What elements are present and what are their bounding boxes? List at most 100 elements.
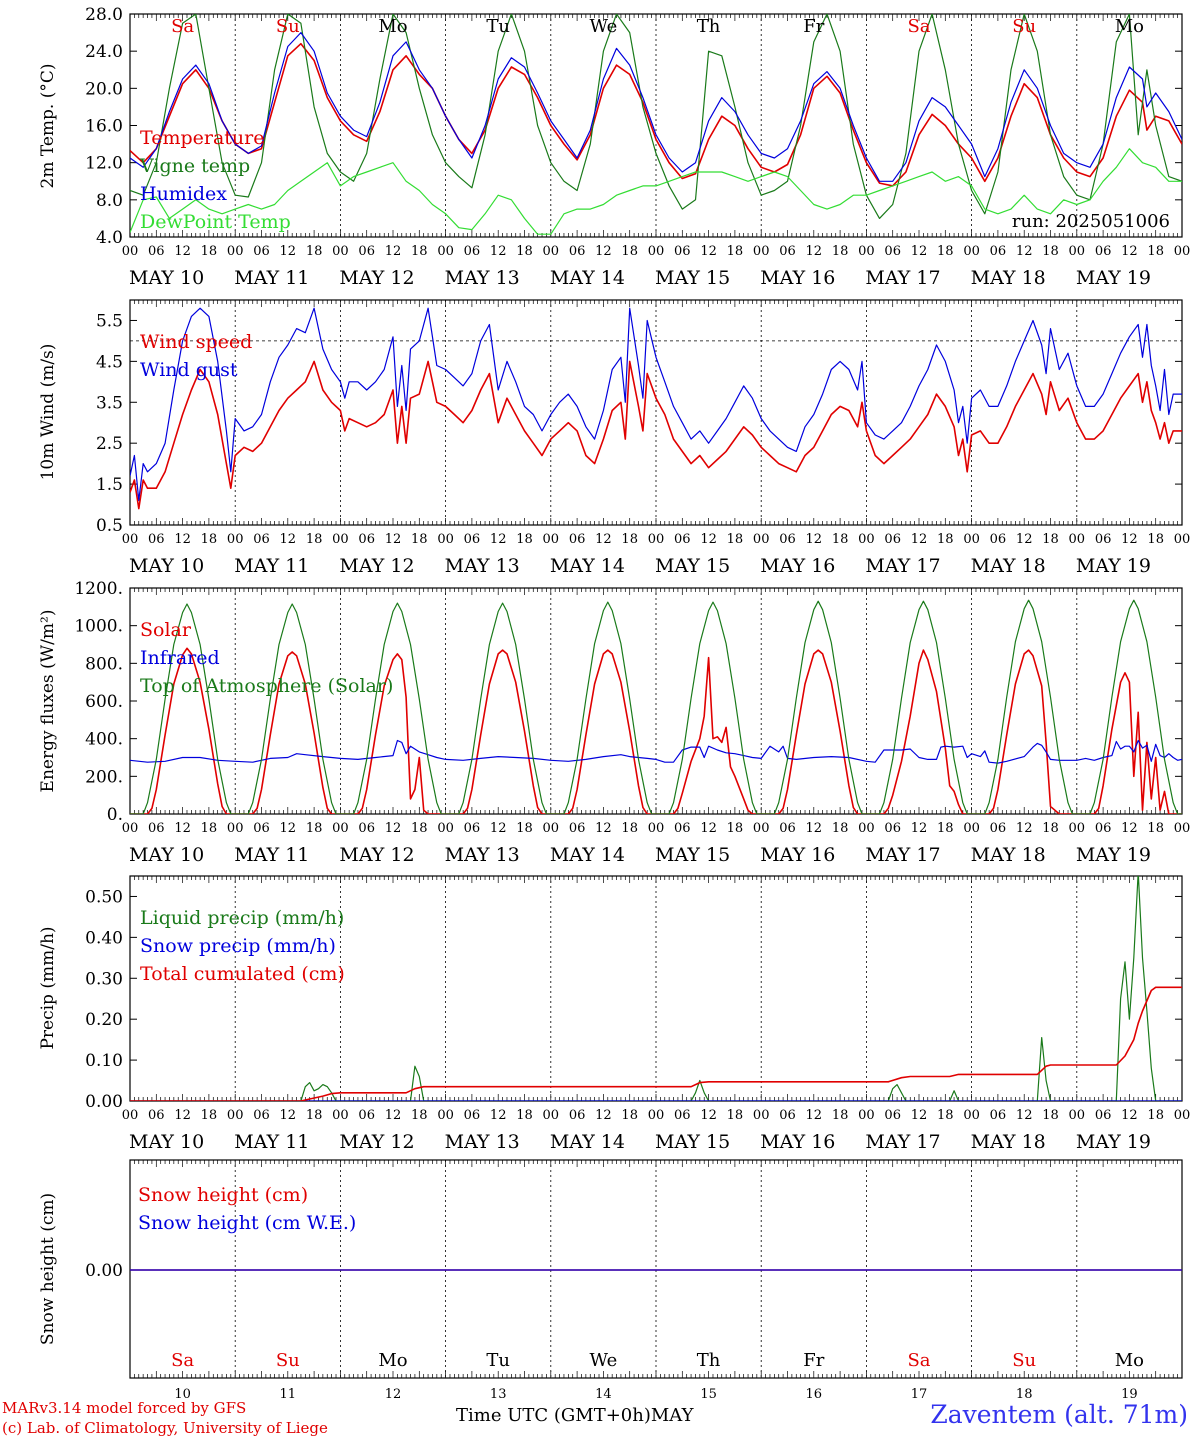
day-number-label: 17 — [911, 1387, 928, 1402]
x-tick-label: 12 — [385, 1108, 402, 1123]
x-tick-label: 06 — [779, 532, 796, 547]
x-tick-label: 00 — [858, 532, 875, 547]
date-label: MAY 14 — [550, 844, 625, 866]
x-tick-label: 18 — [201, 821, 218, 836]
weekday-label: Mo — [1115, 16, 1144, 37]
x-tick-label: 00 — [1069, 244, 1086, 259]
legend-entry: Snow precip (mm/h) — [140, 935, 336, 957]
date-label: MAY 11 — [234, 1131, 309, 1153]
x-tick-label: 18 — [411, 244, 428, 259]
weekday-label: Mo — [378, 1350, 407, 1371]
legend-entry: Snow height (cm W.E.) — [138, 1212, 356, 1234]
x-tick-label: 06 — [253, 821, 270, 836]
x-tick-label: 12 — [595, 821, 612, 836]
x-tick-label: 06 — [1095, 532, 1112, 547]
series-line-wind-gust — [130, 307, 1182, 502]
x-tick-label: 00 — [543, 821, 560, 836]
x-tick-label: 18 — [937, 532, 954, 547]
date-label: MAY 10 — [129, 844, 204, 866]
x-tick-label: 00 — [437, 532, 454, 547]
y-tick-label: 4.5 — [96, 352, 123, 372]
legend-entry: Infrared — [140, 647, 220, 669]
date-label: MAY 17 — [865, 555, 940, 577]
y-tick-label: 16.0 — [85, 117, 123, 137]
series-line-temperature — [130, 42, 1182, 187]
x-tick-label: 00 — [648, 532, 665, 547]
x-tick-label: 12 — [490, 532, 507, 547]
x-tick-label: 12 — [1016, 1108, 1033, 1123]
date-label: MAY 13 — [445, 844, 520, 866]
panel-snow: 0.00 Snow height (cm) Snow height (cm) Snow… — [38, 1159, 1183, 1402]
x-tick-label: 18 — [306, 244, 323, 259]
panel-wind: 0.5 1.5 2.5 3.5 4.5 5.5 10m Wind (m/s) Wind spe… — [38, 299, 1190, 577]
x-tick-label: 12 — [1121, 532, 1138, 547]
x-tick-label: 18 — [727, 1108, 744, 1123]
x-tick-label: 18 — [832, 244, 849, 259]
series-line-vigne-temp — [130, 14, 1182, 219]
weekday-label: Tu — [486, 1350, 510, 1371]
x-tick-label: 00 — [437, 821, 454, 836]
x-tick-label: 12 — [806, 1108, 823, 1123]
x-tick-label: 00 — [227, 821, 244, 836]
series-line-top-of-atmosphere-solar- — [130, 599, 1182, 814]
x-tick-label: 06 — [464, 821, 481, 836]
x-tick-label: 06 — [1095, 1108, 1112, 1123]
x-tick-label: 18 — [621, 532, 638, 547]
x-tick-label: 06 — [674, 532, 691, 547]
x-tick-label: 18 — [411, 1108, 428, 1123]
date-label: MAY 16 — [760, 844, 835, 866]
panel-precip: 0.00 0.10 0.20 0.30 0.40 0.50 Precip (mm/h) Liq… — [38, 875, 1190, 1153]
date-label: MAY 12 — [339, 555, 414, 577]
x-tick-label: 18 — [516, 532, 533, 547]
y-tick-label: 200. — [85, 767, 123, 787]
x-tick-label: 06 — [148, 1108, 165, 1123]
x-tick-label: 00 — [963, 1108, 980, 1123]
x-tick-label: 12 — [911, 532, 928, 547]
x-tick-label: 18 — [306, 821, 323, 836]
x-tick-label: 12 — [1121, 1108, 1138, 1123]
run-label: run: 2025051006 — [1012, 211, 1170, 232]
legend-entry: Top of Atmosphere (Solar) — [140, 675, 393, 697]
x-tick-label: 00 — [227, 244, 244, 259]
x-tick-label: 12 — [806, 244, 823, 259]
x-tick-label: 00 — [332, 244, 349, 259]
weekday-label: Su — [1012, 1350, 1036, 1371]
series-line-solar — [130, 647, 1182, 814]
x-tick-label: 18 — [832, 532, 849, 547]
x-tick-label: 18 — [411, 532, 428, 547]
x-tick-label: 00 — [227, 532, 244, 547]
x-tick-label: 12 — [595, 1108, 612, 1123]
y-tick-label: 24.0 — [85, 42, 123, 62]
x-tick-label: 06 — [358, 532, 375, 547]
x-tick-label: 00 — [753, 532, 770, 547]
x-tick-label: 12 — [1016, 821, 1033, 836]
x-tick-label: 00 — [227, 1108, 244, 1123]
date-label: MAY 11 — [234, 267, 309, 289]
date-label: MAY 17 — [865, 267, 940, 289]
weekday-label: Th — [697, 16, 721, 37]
legend-entry: Snow height (cm) — [138, 1184, 308, 1206]
x-tick-label: 06 — [990, 532, 1007, 547]
weekday-label: Tu — [486, 16, 510, 37]
panel-frame — [129, 587, 1183, 815]
y-axis-label: Snow height (cm) — [38, 1193, 58, 1345]
x-tick-label: 00 — [332, 532, 349, 547]
x-tick-label: 06 — [884, 1108, 901, 1123]
x-tick-label: 00 — [1069, 1108, 1086, 1123]
x-axis-month: MAY — [650, 1405, 694, 1426]
date-label: MAY 15 — [655, 1131, 730, 1153]
station-label: Zaventem (alt. 71m) — [930, 1400, 1188, 1429]
x-tick-label: 18 — [516, 244, 533, 259]
x-tick-label: 18 — [621, 1108, 638, 1123]
legend-entry: DewPoint Temp — [140, 211, 291, 233]
weekday-label: Sa — [171, 1350, 194, 1371]
x-tick-label: 12 — [174, 821, 191, 836]
x-tick-label: 12 — [490, 244, 507, 259]
day-number-label: 16 — [806, 1387, 823, 1402]
y-axis-label: 10m Wind (m/s) — [38, 344, 58, 481]
x-tick-label: 00 — [858, 1108, 875, 1123]
day-number-label: 14 — [595, 1387, 612, 1402]
series-line-infrared — [130, 739, 1182, 764]
credit-line-2: (c) Lab. of Climatology, University of L… — [2, 1419, 328, 1437]
